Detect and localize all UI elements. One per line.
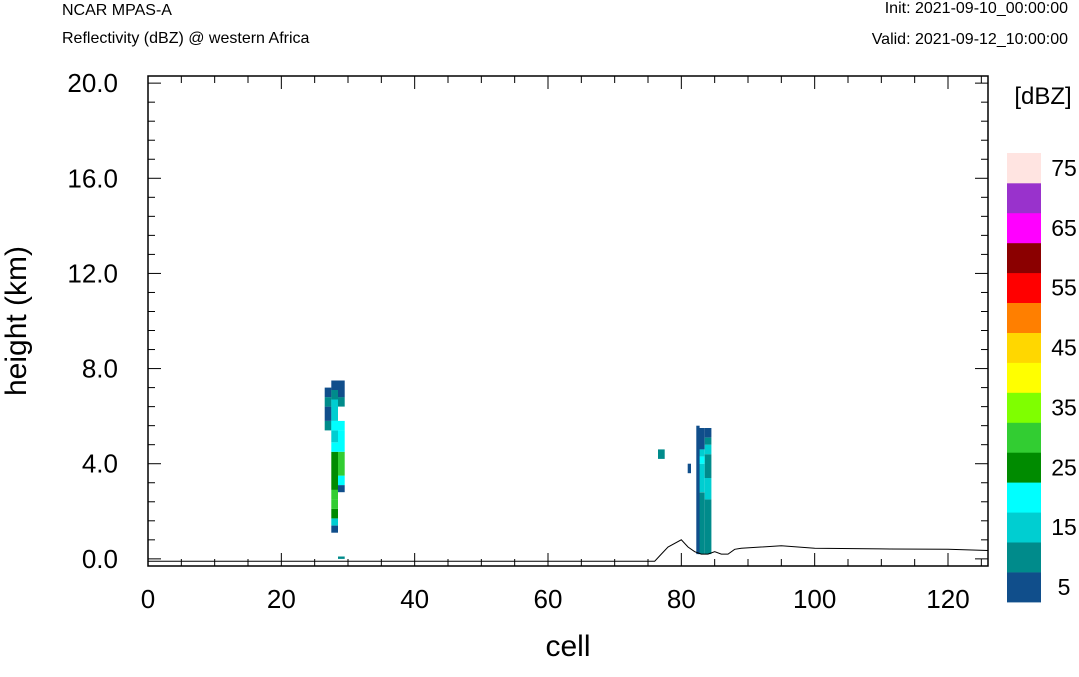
y-tick-label: 0.0 (82, 544, 118, 574)
colorbar-label: 55 (1051, 275, 1077, 301)
reflectivity-cell (331, 518, 338, 526)
y-axis-label: height (km) (0, 246, 33, 396)
reflectivity-cell (331, 442, 338, 452)
colorbar-swatch (1007, 272, 1041, 303)
reflectivity-cell (338, 451, 345, 476)
reflectivity-cell (338, 556, 345, 559)
reflectivity-cell (324, 397, 332, 407)
colorbar-swatch (1007, 482, 1041, 513)
reflectivity-cell (704, 499, 712, 555)
reflectivity-cell (338, 420, 345, 431)
reflectivity-cell (324, 406, 332, 421)
reflectivity-cell (338, 475, 345, 486)
y-tick-label: 4.0 (82, 449, 118, 479)
reflectivity-cell (331, 508, 338, 519)
x-tick-label: 120 (926, 584, 969, 614)
x-tick-label: 60 (534, 584, 563, 614)
reflectivity-cell (331, 489, 338, 500)
axis-labels: 0 20 40 60 80 100 120 0.0 4.0 8.0 12.0 16.0 20.0 cell… (0, 68, 970, 663)
reflectivity-cells (324, 380, 712, 559)
colorbar-swatch (1007, 452, 1041, 483)
colorbar-swatch (1007, 182, 1041, 214)
x-tick-label: 40 (400, 584, 429, 614)
reflectivity-cell (658, 449, 665, 459)
plot-frame (147, 75, 989, 567)
reflectivity-cell (338, 485, 345, 493)
reflectivity-cell (704, 437, 712, 445)
x-tick-label: 80 (667, 584, 696, 614)
colorbar-unit: [dBZ] (1014, 83, 1071, 110)
reflectivity-cell (331, 525, 338, 533)
reflectivity-cell (331, 399, 338, 421)
colorbar-swatch (1007, 332, 1041, 363)
reflectivity-cell (331, 390, 338, 400)
reflectivity-cell (698, 449, 705, 457)
y-tick-label: 16.0 (67, 163, 118, 193)
x-axis-label: cell (545, 630, 590, 663)
colorbar-label: 25 (1051, 454, 1077, 480)
x-tick-label: 20 (267, 584, 296, 614)
colorbar-swatch (1007, 422, 1041, 453)
colorbar-swatch (1007, 153, 1041, 184)
colorbar-swatch (1007, 572, 1041, 603)
reflectivity-cell (331, 380, 338, 390)
reflectivity-cell (338, 380, 345, 398)
x-tick-label: 0 (141, 584, 155, 614)
terrain-line (148, 539, 989, 562)
reflectivity-cell (698, 463, 705, 493)
chart-subtitle: Reflectivity (dBZ) @ western Africa (62, 30, 310, 47)
colorbar-swatch (1007, 242, 1041, 274)
reflectivity-cell (698, 428, 705, 450)
y-tick-label: 20.0 (67, 68, 118, 98)
terrain-outline (148, 539, 989, 562)
reflectivity-cell (704, 454, 712, 478)
reflectivity-cell (331, 420, 338, 431)
reflectivity-cell (331, 451, 338, 490)
reflectivity-cell (704, 444, 712, 455)
reflectivity-cell (331, 499, 338, 509)
colorbar-swatch (1007, 542, 1041, 573)
colorbar-swatch (1007, 512, 1041, 543)
colorbar: [dBZ] 5 15 25 35 45 55 65 75 (1007, 83, 1077, 603)
colorbar-label: 15 (1051, 514, 1077, 540)
x-tick-label: 100 (793, 584, 836, 614)
reflectivity-cell (698, 456, 705, 464)
colorbar-swatch (1007, 302, 1041, 333)
y-tick-label: 12.0 (67, 258, 118, 288)
colorbar-label: 75 (1051, 155, 1077, 181)
axis-ticks (147, 76, 988, 566)
colorbar-label: 35 (1051, 394, 1077, 420)
reflectivity-cell (698, 492, 705, 555)
model-name: NCAR MPAS-A (62, 2, 172, 19)
colorbar-swatch (1007, 392, 1041, 423)
reflectivity-cell (324, 387, 332, 398)
colorbar-swatch (1007, 212, 1041, 244)
init-time: Init: 2021-09-10_00:00:00 (884, 0, 1068, 17)
reflectivity-cell (704, 478, 712, 500)
colorbar-label: 5 (1058, 574, 1071, 600)
reflectivity-cell (338, 397, 345, 407)
reflectivity-cell (687, 463, 691, 474)
reflectivity-cell (696, 425, 700, 555)
y-tick-label: 8.0 (82, 354, 118, 384)
reflectivity-cell (331, 430, 338, 443)
reflectivity-cell (704, 428, 712, 438)
colorbar-swatch (1007, 362, 1041, 393)
reflectivity-cell (338, 430, 345, 452)
colorbar-label: 65 (1051, 215, 1077, 241)
valid-time: Valid: 2021-09-12_10:00:00 (871, 31, 1068, 48)
reflectivity-cell (324, 420, 332, 431)
colorbar-label: 45 (1051, 335, 1077, 361)
